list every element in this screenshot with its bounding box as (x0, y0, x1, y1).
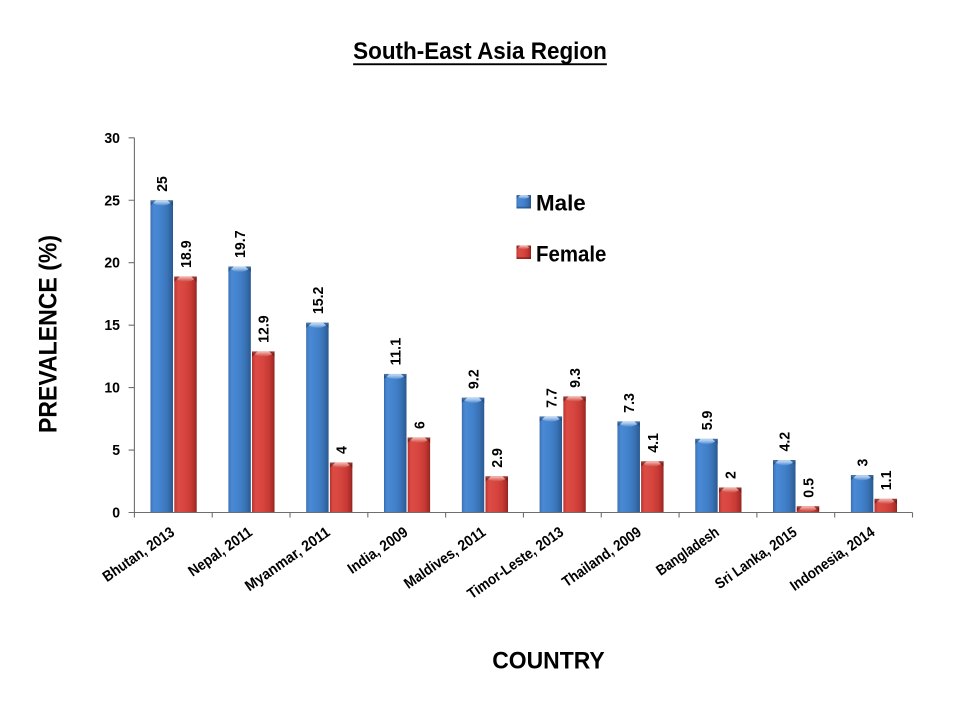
svg-text:South-East Asia Region: South-East Asia Region (353, 38, 607, 65)
svg-text:9.3: 9.3 (567, 368, 584, 388)
svg-text:7.7: 7.7 (543, 388, 560, 408)
svg-text:4: 4 (334, 446, 351, 454)
svg-text:4.2: 4.2 (777, 432, 794, 452)
svg-text:COUNTRY: COUNTRY (492, 647, 604, 674)
svg-text:25: 25 (154, 176, 171, 192)
svg-text:2.9: 2.9 (489, 448, 506, 468)
svg-text:18.9: 18.9 (178, 240, 195, 268)
svg-text:6: 6 (411, 421, 428, 429)
svg-text:4.1: 4.1 (645, 433, 662, 453)
svg-text:5: 5 (112, 442, 120, 459)
svg-text:10: 10 (104, 380, 120, 397)
svg-text:11.1: 11.1 (388, 338, 405, 366)
svg-text:0.5: 0.5 (800, 478, 817, 498)
svg-text:20: 20 (104, 255, 120, 272)
svg-text:25: 25 (104, 192, 120, 209)
svg-text:15.2: 15.2 (310, 287, 327, 315)
svg-text:2: 2 (723, 471, 740, 479)
svg-text:7.3: 7.3 (621, 393, 638, 413)
svg-text:Male: Male (536, 191, 586, 216)
svg-text:5.9: 5.9 (699, 411, 716, 431)
svg-text:0: 0 (112, 505, 120, 522)
svg-text:19.7: 19.7 (232, 230, 249, 258)
svg-text:30: 30 (104, 130, 120, 147)
svg-text:9.2: 9.2 (465, 369, 482, 389)
svg-text:1.1: 1.1 (878, 471, 895, 491)
svg-text:Female: Female (536, 241, 606, 266)
svg-text:3: 3 (855, 459, 872, 467)
svg-text:15: 15 (104, 317, 120, 334)
svg-text:12.9: 12.9 (256, 315, 273, 343)
svg-text:PREVALENCE (%): PREVALENCE (%) (35, 235, 63, 433)
